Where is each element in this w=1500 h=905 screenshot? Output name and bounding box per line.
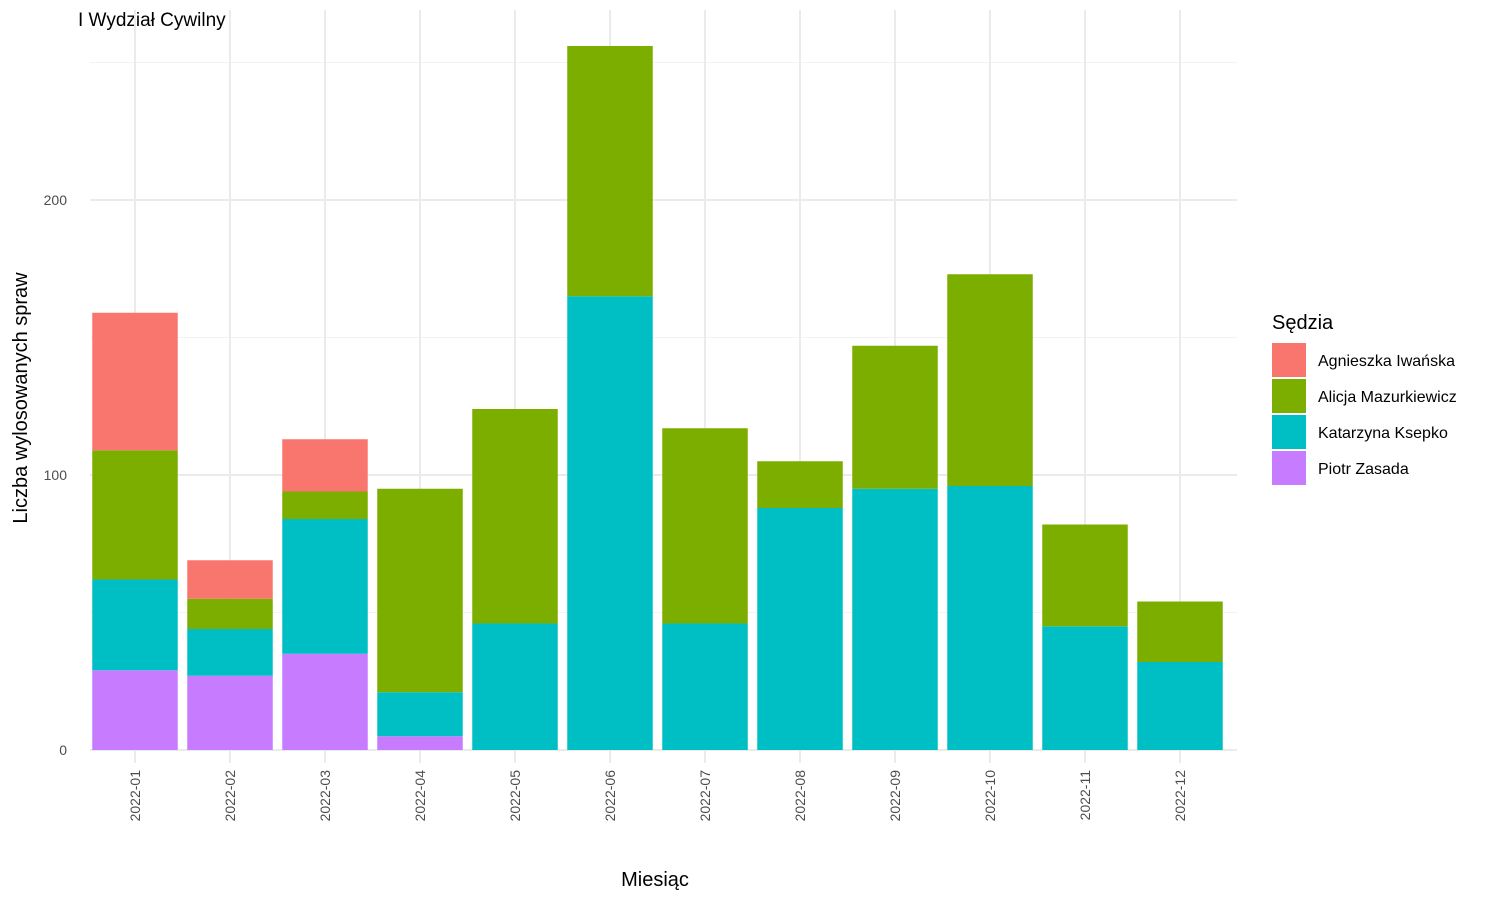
legend-swatch xyxy=(1272,343,1306,377)
legend-label: Piotr Zasada xyxy=(1318,461,1409,478)
x-tick-label: 2022-06 xyxy=(602,770,618,822)
bar-segment xyxy=(92,579,178,671)
bar-segment xyxy=(662,623,748,750)
bar-segment xyxy=(92,312,178,451)
x-tick-label: 2022-12 xyxy=(1172,770,1188,822)
bars xyxy=(92,46,1223,750)
y-axis-title: Liczba wylosowanych spraw xyxy=(10,272,32,524)
bar-segment xyxy=(472,409,558,624)
x-axis-ticks: 2022-01 2022-02 2022-03 2022-04 2022-05 2022-… xyxy=(127,770,1188,822)
bar-segment xyxy=(282,653,368,750)
x-tick-label: 2022-03 xyxy=(317,770,333,822)
legend-label: Agnieszka Iwańska xyxy=(1318,353,1455,370)
x-tick-label: 2022-04 xyxy=(412,770,428,822)
bar-segment xyxy=(757,461,843,508)
bar-segment xyxy=(472,623,558,750)
bar-segment xyxy=(947,274,1033,486)
bar-segment xyxy=(662,428,748,624)
x-tick-label: 2022-02 xyxy=(222,770,238,822)
x-tick-label: 2022-07 xyxy=(697,770,713,822)
legend-title: Sędzia xyxy=(1272,312,1334,334)
bar-segment xyxy=(1042,626,1128,750)
legend-label: Katarzyna Ksepko xyxy=(1318,425,1448,442)
legend-items: Agnieszka Iwańska Alicja Mazurkiewicz Kata… xyxy=(1272,343,1457,485)
bar-segment xyxy=(1137,662,1223,750)
bar-segment xyxy=(1137,601,1223,662)
bar-segment xyxy=(947,486,1033,750)
bar-segment xyxy=(187,675,273,750)
bar-segment xyxy=(282,439,368,492)
bar-segment xyxy=(377,692,463,737)
x-tick-label: 2022-08 xyxy=(792,770,808,822)
y-tick-label: 0 xyxy=(59,742,67,758)
y-tick-label: 200 xyxy=(44,192,68,208)
x-tick-label: 2022-09 xyxy=(887,770,903,822)
y-axis-ticks: 0 100 200 xyxy=(44,192,68,758)
bar-segment xyxy=(852,488,938,750)
bar-segment xyxy=(187,629,273,676)
x-tick-label: 2022-10 xyxy=(982,770,998,822)
bar-segment xyxy=(377,488,463,693)
bar-segment xyxy=(1042,524,1128,627)
bar-segment xyxy=(757,508,843,750)
x-tick-label: 2022-11 xyxy=(1077,770,1093,821)
bar-segment xyxy=(567,296,653,750)
x-tick-label: 2022-01 xyxy=(127,770,143,822)
x-axis-title: Miesiąc xyxy=(621,869,689,891)
bar-segment xyxy=(187,598,273,629)
bar-segment xyxy=(187,560,273,599)
legend: Sędzia Agnieszka Iwańska Alicja Mazurkiew… xyxy=(1272,312,1457,485)
bar-segment xyxy=(852,345,938,489)
legend-swatch xyxy=(1272,415,1306,449)
chart-title: I Wydział Cywilny xyxy=(78,10,226,31)
legend-label: Alicja Mazurkiewicz xyxy=(1318,389,1457,406)
bar-segment xyxy=(282,519,368,654)
legend-swatch xyxy=(1272,451,1306,485)
x-tick-label: 2022-05 xyxy=(507,770,523,822)
bar-segment xyxy=(282,491,368,519)
legend-swatch xyxy=(1272,379,1306,413)
bar-segment xyxy=(567,46,653,297)
bar-segment xyxy=(92,450,178,580)
bar-segment xyxy=(377,736,463,750)
bar-segment xyxy=(92,670,178,750)
y-tick-label: 100 xyxy=(44,467,68,483)
